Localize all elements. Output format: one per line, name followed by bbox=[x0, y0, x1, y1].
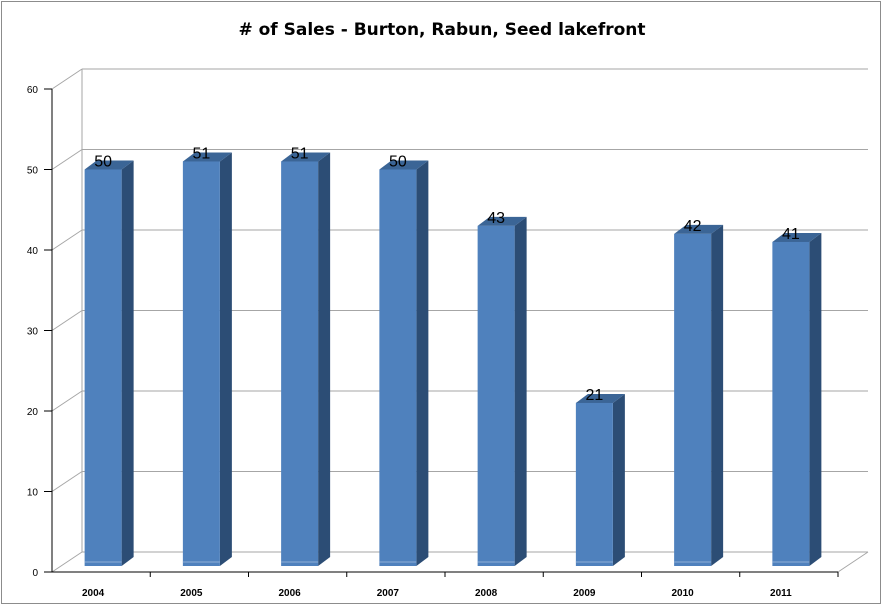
gridline-side bbox=[51, 390, 83, 412]
bar-side bbox=[121, 160, 134, 566]
chart-title: # of Sales - Burton, Rabun, Seed lakefro… bbox=[238, 20, 646, 40]
bar-side bbox=[809, 232, 822, 566]
bar bbox=[575, 393, 625, 566]
bar bbox=[182, 152, 232, 566]
bar-top bbox=[477, 216, 527, 226]
y-tick-label: 20 bbox=[27, 407, 39, 418]
bar-front bbox=[674, 233, 712, 566]
bar-top bbox=[379, 160, 429, 170]
bar-top bbox=[575, 393, 625, 403]
bar-top bbox=[84, 160, 134, 170]
x-tick-label: 2004 bbox=[82, 588, 105, 599]
bar bbox=[477, 216, 527, 566]
data-label: 21 bbox=[585, 387, 603, 404]
x-tick-label: 2011 bbox=[770, 588, 792, 599]
gridline-side bbox=[51, 310, 83, 331]
bar-top bbox=[674, 224, 724, 234]
y-tick-label: 0 bbox=[32, 568, 38, 579]
bar-front bbox=[84, 169, 122, 566]
y-tick-label: 60 bbox=[27, 85, 39, 96]
bar-side bbox=[219, 152, 232, 566]
bar-side bbox=[416, 160, 429, 566]
x-tick-label: 2005 bbox=[180, 588, 203, 599]
bar-top bbox=[772, 232, 822, 242]
bars bbox=[84, 152, 822, 566]
data-label: 50 bbox=[94, 154, 112, 171]
bar-front bbox=[379, 169, 417, 566]
bar-side bbox=[514, 216, 527, 566]
x-tick-label: 2009 bbox=[573, 588, 596, 599]
axes bbox=[44, 88, 839, 577]
x-tick-label: 2007 bbox=[377, 588, 400, 599]
data-label: 50 bbox=[389, 154, 407, 171]
bar-front bbox=[281, 161, 319, 566]
bar-front bbox=[772, 241, 810, 566]
bar-side bbox=[711, 224, 724, 566]
floor-right-edge bbox=[837, 551, 869, 573]
data-label: 51 bbox=[192, 145, 210, 162]
bar-side bbox=[318, 152, 331, 566]
x-tick-label: 2008 bbox=[475, 588, 498, 599]
bar-front bbox=[575, 402, 613, 566]
x-tick-label: 2006 bbox=[279, 588, 302, 599]
gridline-side bbox=[51, 68, 83, 90]
bar bbox=[281, 152, 331, 566]
gridlines bbox=[51, 68, 869, 573]
data-label: 42 bbox=[684, 218, 702, 235]
bar-side bbox=[612, 393, 625, 566]
bar bbox=[674, 224, 724, 566]
data-label: 51 bbox=[291, 145, 309, 162]
bar-top bbox=[281, 152, 331, 162]
gridline-side bbox=[51, 551, 83, 573]
gridline-side bbox=[51, 471, 83, 492]
bar bbox=[772, 232, 822, 566]
x-tick-label: 2010 bbox=[672, 588, 695, 599]
y-tick-label: 40 bbox=[27, 246, 39, 257]
bar-top bbox=[182, 152, 232, 162]
bar bbox=[379, 160, 429, 566]
y-tick-label: 30 bbox=[27, 327, 39, 338]
gridline-side bbox=[51, 229, 83, 251]
data-label: 41 bbox=[782, 226, 800, 243]
bar-front bbox=[477, 225, 515, 566]
gridline-side bbox=[51, 149, 83, 170]
y-tick-label: 50 bbox=[27, 166, 39, 177]
data-label: 43 bbox=[487, 210, 505, 227]
bar bbox=[84, 160, 134, 566]
labels: 0 10 20 30 40 50 60 50 2004 51 2005 51 2006 50 2007 43 2… bbox=[27, 85, 800, 599]
y-tick-label: 10 bbox=[27, 488, 39, 499]
bar-front bbox=[182, 161, 220, 566]
